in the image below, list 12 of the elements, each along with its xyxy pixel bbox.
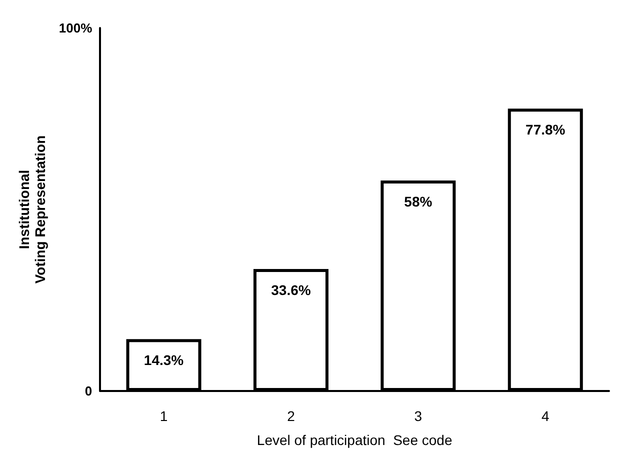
x-tick-label: 3 [414,408,422,424]
data-label: 33.6% [271,282,312,298]
y-tick-label: 0 [84,384,92,398]
data-label: 58% [404,193,433,210]
x-tick-label: 1 [160,408,168,424]
x-axis-title: Level of participation See code [256,432,452,448]
x-tick-label: 2 [287,408,296,424]
data-label: 77.8% [526,122,566,138]
y-tick-label: 100% [58,20,93,36]
y-axis-title: Institutional Voting Representation [16,135,48,284]
x-tick-label: 4 [541,408,550,424]
data-label: 14.3% [144,352,184,368]
